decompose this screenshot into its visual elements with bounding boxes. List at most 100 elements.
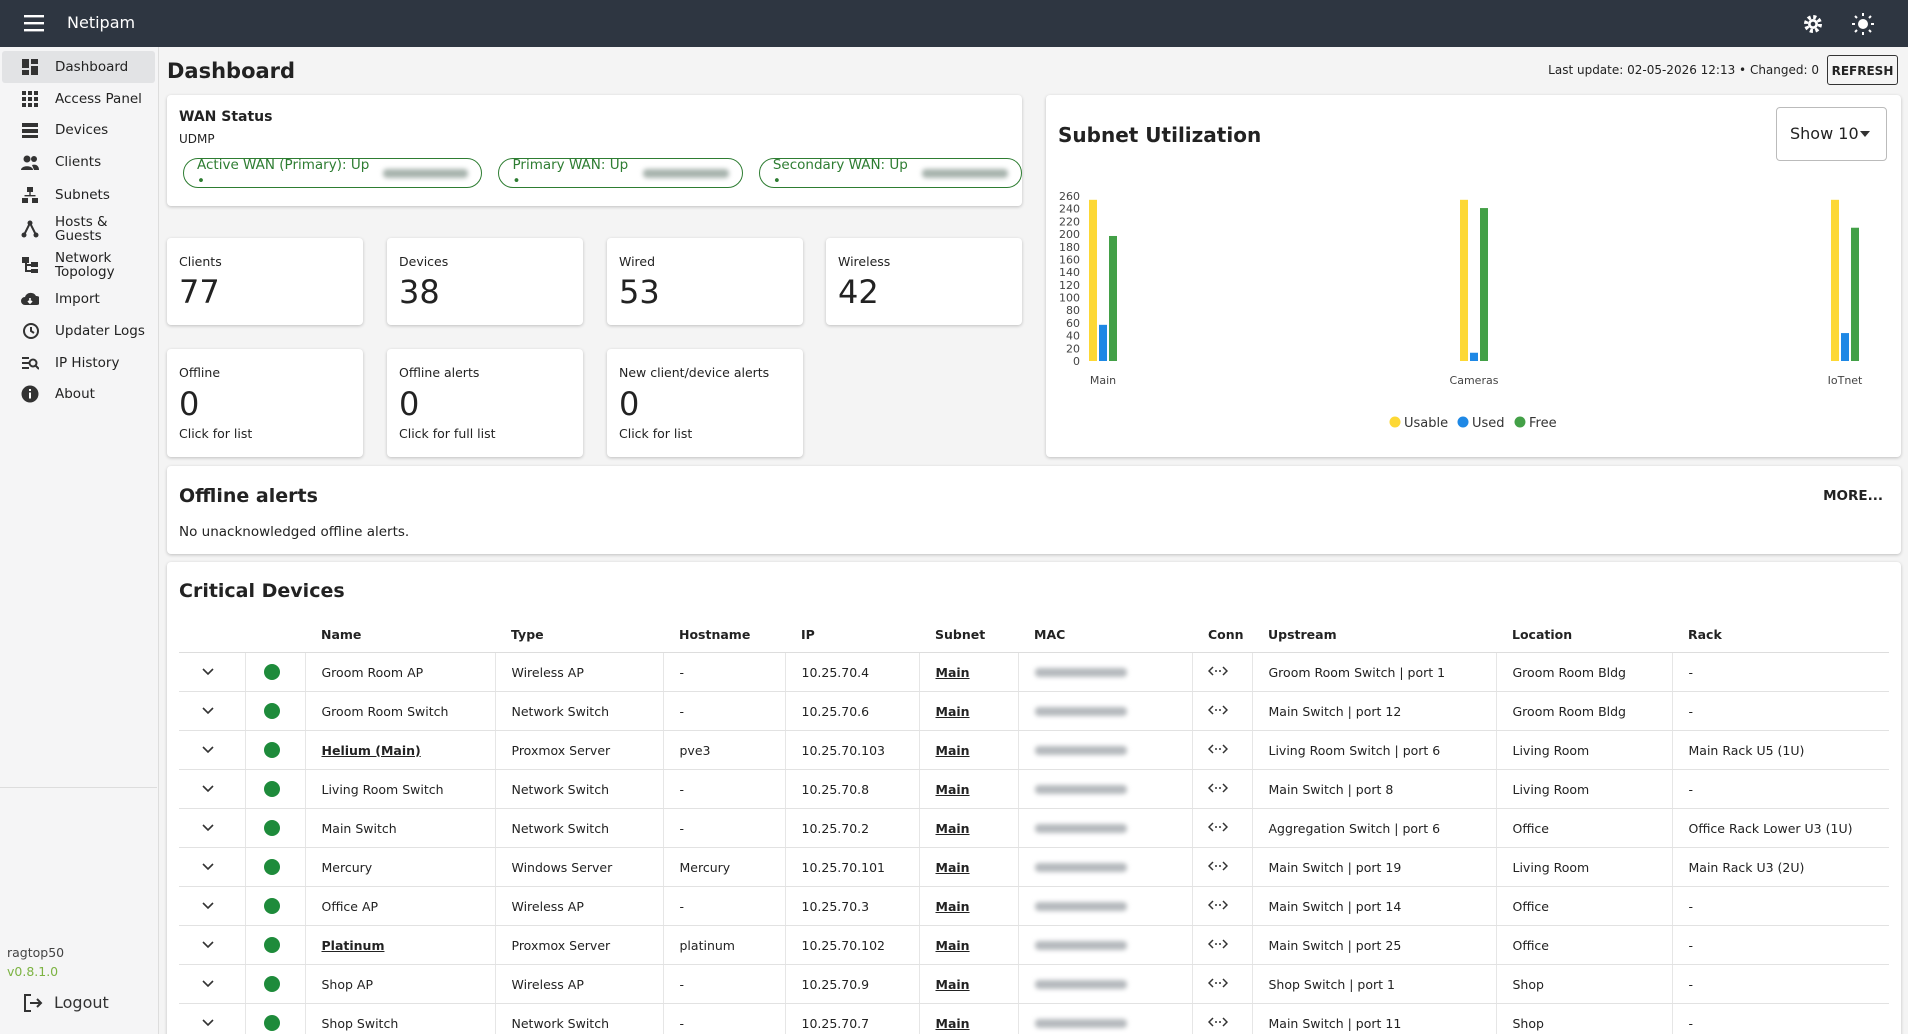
subnet-cell[interactable]: Main (919, 809, 1018, 848)
alert-card[interactable]: Offline0Click for list (167, 349, 363, 457)
type-cell: Windows Server (495, 848, 663, 887)
logout-button[interactable]: Logout (20, 989, 140, 1017)
expand-cell[interactable] (179, 926, 245, 965)
ip-cell: 10.25.70.103 (785, 731, 919, 770)
subnet-cell[interactable]: Main (919, 653, 1018, 692)
subnet-cell[interactable]: Main (919, 848, 1018, 887)
y-tick-label: 20 (1066, 342, 1080, 355)
alert-card[interactable]: New client/device alerts0Click for list (607, 349, 803, 457)
subnet-cell[interactable]: Main (919, 731, 1018, 770)
status-cell (245, 926, 305, 965)
nav-label: About (55, 387, 145, 401)
location-cell: Living Room (1496, 731, 1672, 770)
device-row: Shop SwitchNetwork Switch-10.25.70.7Main… (179, 1004, 1889, 1034)
hostname-cell: Mercury (663, 848, 785, 887)
stat-card[interactable]: Devices38 (387, 238, 583, 325)
header-cell: Location (1496, 616, 1672, 653)
conn-cell (1192, 965, 1252, 1004)
mac-cell (1018, 653, 1192, 692)
device-row: PlatinumProxmox Serverplatinum10.25.70.1… (179, 926, 1889, 965)
expand-cell[interactable] (179, 848, 245, 887)
name-cell[interactable]: Platinum (305, 926, 495, 965)
bar (1089, 200, 1097, 361)
subnet-cell[interactable]: Main (919, 1004, 1018, 1034)
expand-cell[interactable] (179, 1004, 245, 1034)
device-row: Living Room SwitchNetwork Switch-10.25.7… (179, 770, 1889, 809)
nav-item[interactable]: Devices (2, 114, 155, 146)
rack-cell: - (1672, 965, 1889, 1004)
expand-cell[interactable] (179, 965, 245, 1004)
name-cell: Office AP (305, 887, 495, 926)
legend-label: Used (1472, 416, 1505, 431)
expand-cell[interactable] (179, 731, 245, 770)
expand-cell[interactable] (179, 653, 245, 692)
nav-item[interactable]: Clients (2, 146, 155, 178)
subnet-cell[interactable]: Main (919, 770, 1018, 809)
offline-alerts-title: Offline alerts (179, 485, 318, 507)
nav-item[interactable]: Updater Logs (2, 315, 155, 347)
device-row: Shop APWireless AP-10.25.70.9MainShop Sw… (179, 965, 1889, 1004)
name-cell: Groom Room Switch (305, 692, 495, 731)
refresh-button[interactable]: REFRESH (1827, 55, 1898, 85)
bar (1831, 200, 1839, 361)
nav-item[interactable]: IP History (2, 347, 155, 379)
upstream-cell: Main Switch | port 12 (1252, 692, 1496, 731)
subnet-cell[interactable]: Main (919, 926, 1018, 965)
subnet-cell[interactable]: Main (919, 887, 1018, 926)
status-dot (264, 859, 280, 875)
type-cell: Wireless AP (495, 965, 663, 1004)
expand-chevron (202, 824, 214, 832)
location-cell: Groom Room Bldg (1496, 653, 1672, 692)
chart-card: Subnet UtilizationShow 10020406080100120… (1046, 95, 1901, 457)
upstream-cell: Shop Switch | port 1 (1252, 965, 1496, 1004)
subnet-cell[interactable]: Main (919, 692, 1018, 731)
nav-label: Hosts & Guests (55, 215, 145, 243)
divider (0, 787, 157, 788)
expand-chevron (202, 863, 214, 871)
nav-item[interactable]: Subnets (2, 179, 155, 211)
redacted-mac (1035, 707, 1127, 716)
location-cell: Office (1496, 809, 1672, 848)
status-cell (245, 809, 305, 848)
nav-item[interactable]: Hosts & Guests (2, 213, 155, 245)
conn-cell (1192, 653, 1252, 692)
alert-card[interactable]: Offline alerts0Click for full list (387, 349, 583, 457)
upstream-cell: Main Switch | port 14 (1252, 887, 1496, 926)
top-bar: Netipam (0, 0, 1908, 47)
nav-icon (21, 220, 39, 238)
nav-item[interactable]: Dashboard (2, 51, 155, 83)
header-cell: Hostname (663, 616, 785, 653)
header-cell (179, 616, 245, 653)
redacted-mac (1035, 1019, 1127, 1028)
redacted-mac (1035, 980, 1127, 989)
redacted-ip (383, 169, 469, 178)
alert-note: Click for full list (399, 426, 496, 441)
nav-item[interactable]: Access Panel (2, 83, 155, 115)
y-tick-label: 180 (1059, 241, 1080, 254)
stat-card[interactable]: Wired53 (607, 238, 803, 325)
expand-cell[interactable] (179, 692, 245, 731)
nav-item[interactable]: Import (2, 283, 155, 315)
user-name: ragtop50 (7, 945, 64, 960)
expand-chevron (202, 980, 214, 988)
subnet-cell[interactable]: Main (919, 965, 1018, 1004)
nav-item[interactable]: Network Topology (2, 249, 155, 281)
mac-cell (1018, 848, 1192, 887)
expand-cell[interactable] (179, 770, 245, 809)
expand-cell[interactable] (179, 887, 245, 926)
nav-item[interactable]: About (2, 378, 155, 410)
expand-cell[interactable] (179, 809, 245, 848)
mac-cell (1018, 965, 1192, 1004)
name-cell[interactable]: Helium (Main) (305, 731, 495, 770)
header-cell: MAC (1018, 616, 1192, 653)
table-body: Groom Room APWireless AP-10.25.70.4MainG… (179, 653, 1889, 1034)
alert-label: Offline alerts (399, 365, 479, 380)
location-cell: Office (1496, 926, 1672, 965)
more-button[interactable]: MORE... (1823, 488, 1883, 504)
stat-card[interactable]: Clients77 (167, 238, 363, 325)
y-tick-label: 60 (1066, 317, 1080, 330)
version: v0.8.1.0 (7, 964, 58, 979)
ip-cell: 10.25.70.4 (785, 653, 919, 692)
name-cell: Main Switch (305, 809, 495, 848)
stat-card[interactable]: Wireless42 (826, 238, 1022, 325)
